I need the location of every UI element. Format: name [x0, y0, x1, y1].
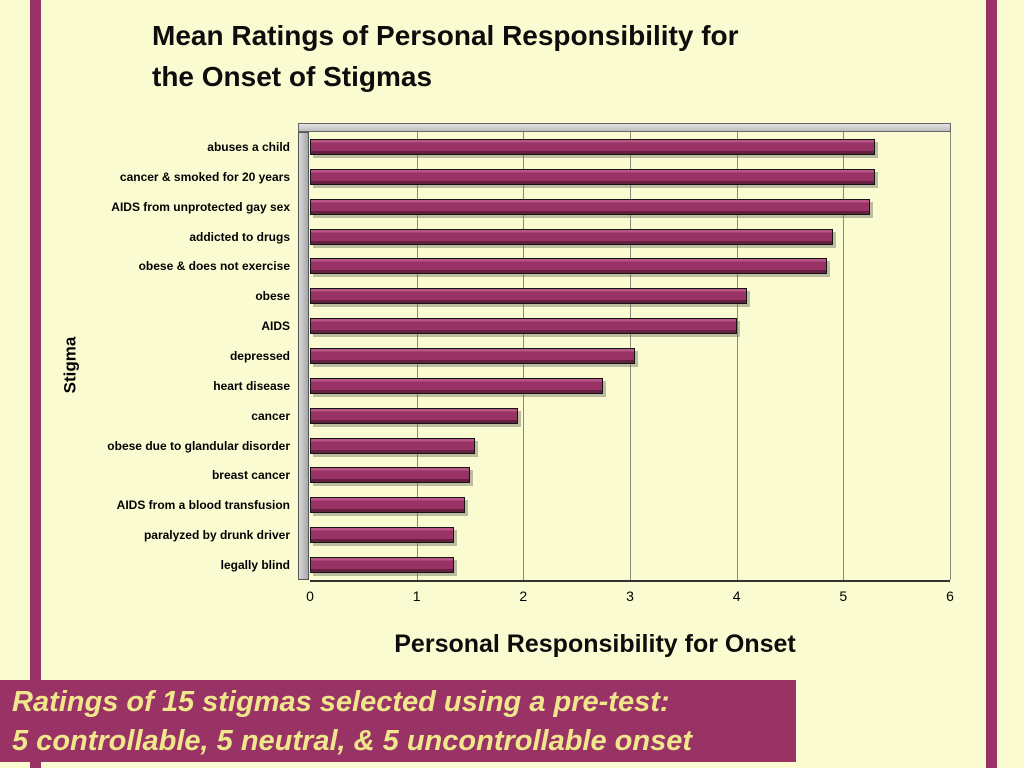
bar-row	[310, 461, 950, 491]
left-border-strip	[30, 0, 41, 768]
bar	[310, 497, 465, 514]
bar-row	[310, 222, 950, 252]
x-tick-label: 1	[412, 588, 421, 604]
bar-row	[310, 490, 950, 520]
bar	[310, 258, 828, 275]
bar-row	[310, 251, 950, 281]
bar	[310, 228, 833, 245]
bar	[310, 527, 454, 544]
caption-box: Ratings of 15 stigmas selected using a p…	[0, 680, 796, 762]
caption-line1: Ratings of 15 stigmas selected using a p…	[12, 686, 670, 718]
category-label: cancer	[251, 408, 290, 423]
x-tick-label: 5	[839, 588, 848, 604]
bar-row	[310, 281, 950, 311]
chart-category-labels: abuses a child cancer & smoked for 20 yea…	[56, 132, 290, 580]
bar-row	[310, 192, 950, 222]
category-label: addicted to drugs	[189, 229, 290, 244]
category-label: legally blind	[220, 558, 290, 573]
bar-row	[310, 520, 950, 550]
bar	[310, 557, 454, 574]
chart-x-tick-labels: 0 1 2 3 4 5 6	[306, 588, 954, 608]
bar-row	[310, 431, 950, 461]
bar	[310, 168, 876, 185]
category-label: obese due to glandular disorder	[107, 438, 290, 453]
category-label: heart disease	[213, 378, 290, 393]
right-border-strip	[986, 0, 997, 768]
bar	[310, 437, 476, 454]
caption-line2: 5 controllable, 5 neutral, & 5 uncontrol…	[12, 724, 693, 757]
bar-row	[310, 371, 950, 401]
x-tick-label: 6	[946, 588, 954, 604]
category-label: obese & does not exercise	[138, 259, 290, 274]
category-label: obese	[255, 289, 290, 304]
category-label: cancer & smoked for 20 years	[119, 169, 290, 184]
gridline-x-6	[950, 132, 951, 580]
chart-plot-area	[310, 132, 951, 582]
x-axis-title: Personal Responsibility for Onset	[394, 630, 796, 658]
gridline-x-5	[843, 132, 845, 580]
bar-row	[310, 311, 950, 341]
slide-title: Mean Ratings of Personal Responsibility …	[152, 16, 922, 97]
category-label: abuses a child	[207, 139, 290, 154]
category-label: breast cancer	[211, 468, 290, 483]
slide-title-line2: the Onset of Stigmas	[152, 60, 433, 92]
bar	[310, 407, 518, 424]
bar	[310, 198, 870, 215]
category-label: paralyzed by drunk driver	[143, 528, 290, 543]
bar	[310, 377, 604, 394]
category-label: AIDS from a blood transfusion	[116, 498, 290, 513]
category-label: depressed	[229, 348, 290, 363]
x-tick-label: 3	[626, 588, 634, 604]
y-axis-title: Stigma	[60, 336, 80, 394]
bar	[310, 288, 748, 305]
x-tick-label: 0	[306, 588, 314, 604]
bar-row	[310, 341, 950, 371]
bar-row	[310, 401, 950, 431]
bar	[310, 347, 636, 364]
chart-3d-top-wall	[298, 123, 951, 132]
chart-3d-left-wall	[298, 132, 309, 580]
bar	[310, 138, 876, 155]
bar-row	[310, 162, 950, 192]
bar-row	[310, 550, 950, 580]
slide-title-line1: Mean Ratings of Personal Responsibility …	[152, 20, 739, 51]
bar	[310, 318, 737, 335]
category-label: AIDS	[261, 319, 290, 334]
bar-row	[310, 132, 950, 162]
x-tick-label: 4	[732, 588, 741, 604]
x-tick-label: 2	[519, 588, 528, 604]
category-label: AIDS from unprotected gay sex	[111, 199, 290, 214]
bar	[310, 467, 470, 484]
gridline-x-4	[736, 132, 738, 580]
